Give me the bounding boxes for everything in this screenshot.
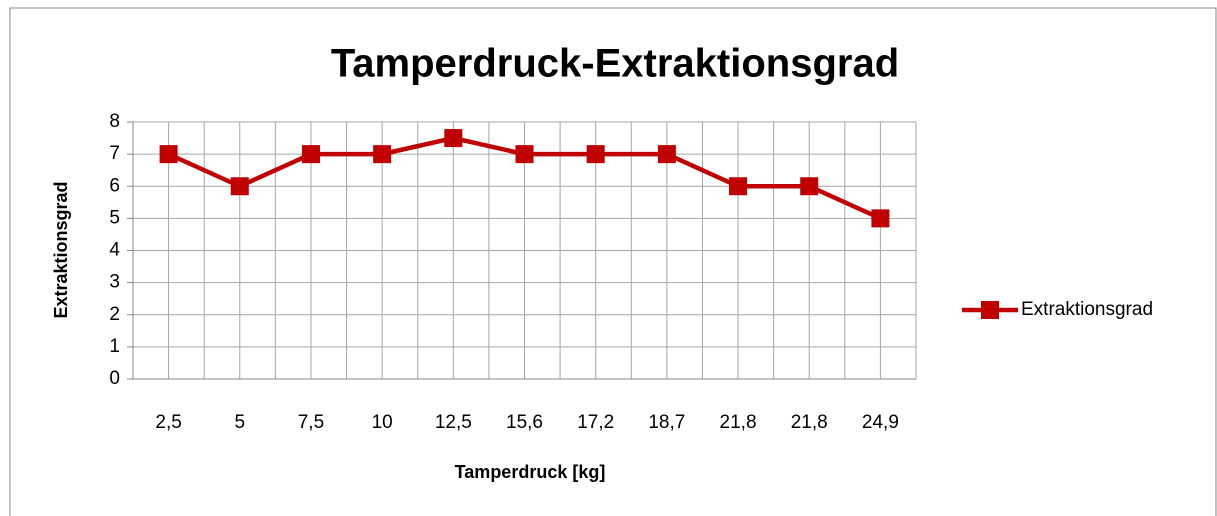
- x-tick-label: 10: [372, 412, 393, 433]
- data-marker: [800, 177, 819, 196]
- y-tick-label: 6: [109, 175, 120, 196]
- chart-border: [9, 7, 1217, 516]
- x-tick-label: 17,2: [577, 412, 614, 433]
- x-tick-label: 21,8: [720, 412, 757, 433]
- legend-label: Extraktionsgrad: [1021, 299, 1153, 320]
- x-axis-title: Tamperdruck [kg]: [455, 462, 606, 482]
- data-marker: [871, 209, 890, 228]
- chart-title: Tamperdruck-Extraktionsgrad: [331, 42, 899, 86]
- x-tick-label: 5: [234, 412, 245, 433]
- x-tick-label: 24,9: [862, 412, 899, 433]
- x-tick-label: 2,5: [155, 412, 181, 433]
- x-tick-label: 18,7: [648, 412, 685, 433]
- y-tick-label: 1: [109, 336, 120, 357]
- data-marker: [301, 145, 320, 164]
- data-marker: [515, 145, 534, 164]
- y-tick-label: 4: [109, 240, 120, 261]
- data-marker: [230, 177, 249, 196]
- y-tick-label: 3: [109, 272, 120, 293]
- y-tick-label: 7: [109, 143, 120, 164]
- data-marker: [159, 145, 178, 164]
- x-tick-label: 15,6: [506, 412, 543, 433]
- y-tick-label: 5: [109, 207, 120, 228]
- y-axis-title: Extraktionsgrad: [51, 181, 71, 318]
- data-marker: [373, 145, 392, 164]
- x-tick-label: 12,5: [435, 412, 472, 433]
- y-tick-label: 2: [109, 304, 120, 325]
- data-marker: [586, 145, 605, 164]
- y-tick-label: 0: [109, 368, 120, 389]
- data-marker: [657, 145, 676, 164]
- x-tick-label: 21,8: [791, 412, 828, 433]
- x-tick-label: 7,5: [298, 412, 324, 433]
- data-marker: [729, 177, 748, 196]
- y-tick-label: 8: [109, 111, 120, 132]
- data-marker: [444, 129, 463, 148]
- legend-marker: [981, 301, 999, 319]
